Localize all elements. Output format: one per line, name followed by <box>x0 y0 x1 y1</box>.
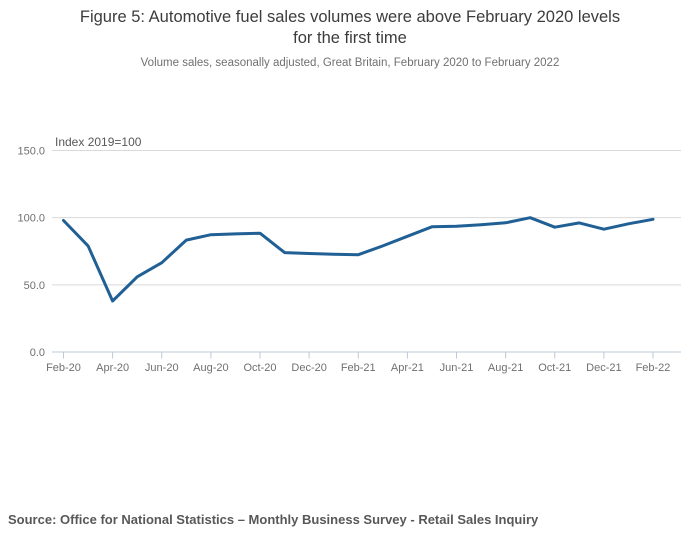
x-tick-label: Dec-20 <box>291 362 326 374</box>
axis-unit-note: Index 2019=100 <box>55 135 142 149</box>
x-tick-label: Aug-21 <box>488 362 523 374</box>
chart-title-line-2: for the first time <box>293 29 407 47</box>
fuel-sales-data-line <box>62 216 655 303</box>
chart-title-line-1: Figure 5: Automotive fuel sales volumes … <box>79 8 621 26</box>
x-tick-label: Oct-20 <box>243 362 276 374</box>
y-tick-label: 150.0 <box>17 146 45 158</box>
x-tick-label: Jun-21 <box>440 362 474 374</box>
x-tick-label: Feb-21 <box>341 362 376 374</box>
x-tick-label: Aug-20 <box>193 362 228 374</box>
chart-title: Figure 5: Automotive fuel sales volumes … <box>0 7 700 49</box>
line-chart-plot: 0.0 50.0 100.0 150.0 Index 2019=100 Feb-20 Apr… <box>17 135 681 374</box>
x-tick-label: Jun-20 <box>145 362 179 374</box>
x-tick-label: Apr-21 <box>391 362 424 374</box>
source-note: Source: Office for National Statistics –… <box>8 512 539 527</box>
x-tick-label: Dec-21 <box>586 362 621 374</box>
x-tick-label: Apr-20 <box>96 362 129 374</box>
y-tick-label: 50.0 <box>24 280 45 292</box>
x-tick-label: Feb-22 <box>636 362 671 374</box>
x-tick-label: Oct-21 <box>538 362 571 374</box>
x-tick-label: Feb-20 <box>46 362 81 374</box>
y-tick-label: 0.0 <box>30 347 45 359</box>
y-tick-label: 100.0 <box>17 213 45 225</box>
chart-subtitle: Volume sales, seasonally adjusted, Great… <box>140 57 560 69</box>
